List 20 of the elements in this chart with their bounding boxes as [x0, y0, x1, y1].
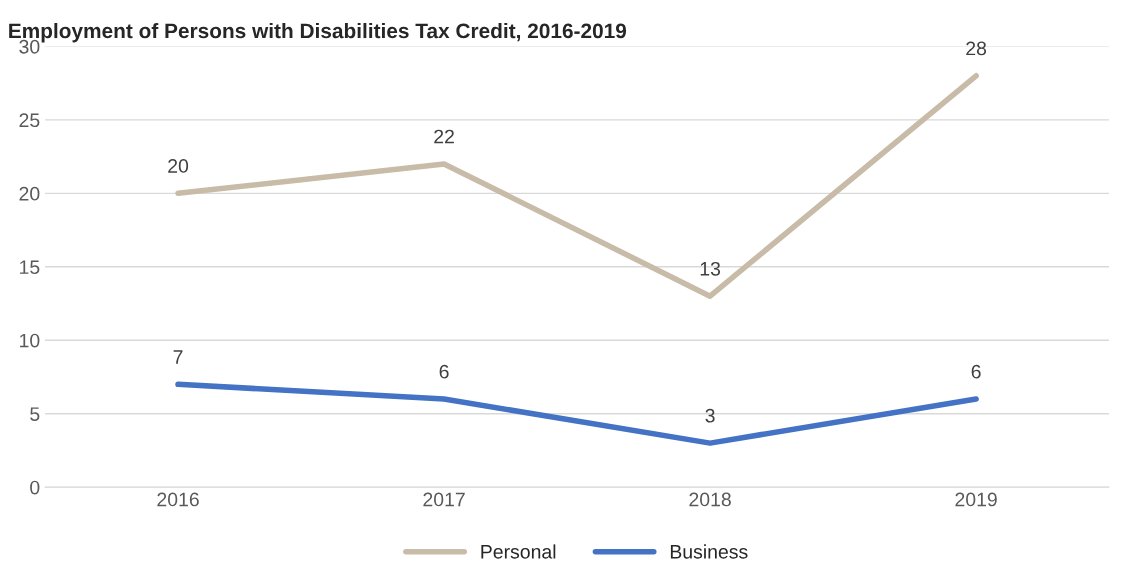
y-tick-label: 5 — [30, 407, 40, 421]
y-tick-label: 10 — [20, 333, 40, 348]
data-label: 22 — [434, 129, 454, 144]
x-tick-label: 2016 — [157, 492, 199, 507]
x-tick-label: 2018 — [689, 492, 731, 507]
data-label: 20 — [168, 159, 189, 173]
y-tick-label: 0 — [30, 480, 40, 495]
legend-label: Business — [670, 544, 748, 559]
data-label: 7 — [173, 350, 183, 364]
legend-label: Personal — [481, 544, 556, 559]
data-label: 6 — [439, 364, 449, 379]
y-tick-label: 15 — [20, 260, 40, 275]
y-tick-label: 25 — [19, 113, 40, 128]
data-label: 13 — [700, 261, 721, 276]
x-tick-label: 2019 — [955, 492, 997, 507]
y-tick-label: 20 — [19, 186, 40, 201]
data-label: 28 — [966, 41, 987, 56]
data-label: 6 — [971, 364, 981, 379]
data-label: 3 — [705, 408, 715, 423]
x-tick-label: 2017 — [423, 492, 465, 507]
